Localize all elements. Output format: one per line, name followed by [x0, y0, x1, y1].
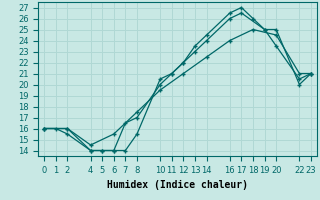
X-axis label: Humidex (Indice chaleur): Humidex (Indice chaleur) — [107, 180, 248, 190]
